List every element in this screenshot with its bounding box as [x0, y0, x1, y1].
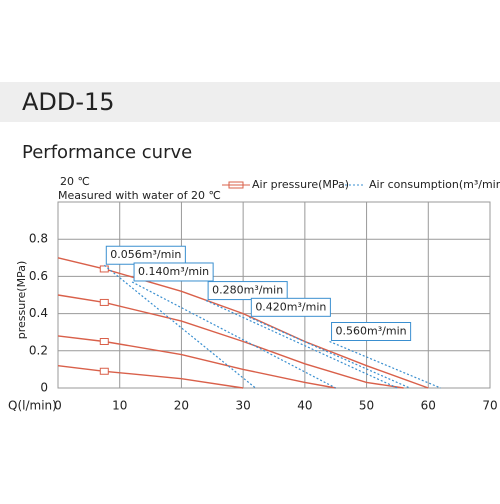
x-tick-label: 20 [174, 399, 189, 413]
consumption-line [249, 316, 411, 389]
x-tick-label: 50 [359, 399, 374, 413]
note: Measured with water of 20 ℃ [58, 189, 221, 202]
consumption-label: 0.560m³/min [336, 325, 407, 338]
y-tick-label: 0.2 [29, 343, 48, 357]
x-tick-label: 60 [421, 399, 436, 413]
y-tick-label: 0.4 [29, 306, 48, 320]
x-axis-label: Q(l/min) [8, 399, 57, 413]
consumption-label: 0.420m³/min [255, 300, 326, 313]
pressure-curve [57, 364, 244, 389]
x-tick-label: 70 [482, 399, 497, 413]
consumption-label: 0.140m³/min [138, 265, 209, 278]
label-box [207, 281, 288, 301]
consumption-line [205, 300, 398, 389]
label-box [133, 262, 214, 282]
y-tick-label: 0.8 [29, 232, 48, 246]
header-band [0, 82, 500, 122]
pressure-marker [99, 265, 109, 273]
pressure-marker [99, 338, 109, 345]
legend-label: Air consumption(m³/min) [369, 178, 500, 191]
y-tick-label: 0.6 [29, 269, 48, 283]
y-tick-label: 0 [40, 381, 48, 395]
x-tick-label: 40 [297, 399, 312, 413]
y-axis-label: pressure(MPa) [15, 261, 28, 339]
chart-title: Performance curve [22, 142, 192, 163]
consumption-label: 0.280m³/min [212, 284, 283, 297]
consumption-label: 0.056m³/min [110, 248, 181, 261]
label-box [331, 322, 412, 341]
pressure-curve [57, 335, 336, 389]
x-tick-label: 10 [112, 399, 127, 413]
label-box [250, 297, 331, 317]
x-tick-label: 0 [54, 399, 62, 413]
legend-label: Air pressure(MPa) [252, 178, 349, 191]
note: 20 ℃ [60, 175, 90, 188]
header-title: ADD-15 [22, 88, 115, 116]
pressure-marker [99, 367, 109, 375]
consumption-line [329, 340, 441, 389]
pressure-marker [99, 298, 109, 306]
consumption-line [103, 264, 256, 389]
x-tick-label: 30 [236, 399, 251, 413]
